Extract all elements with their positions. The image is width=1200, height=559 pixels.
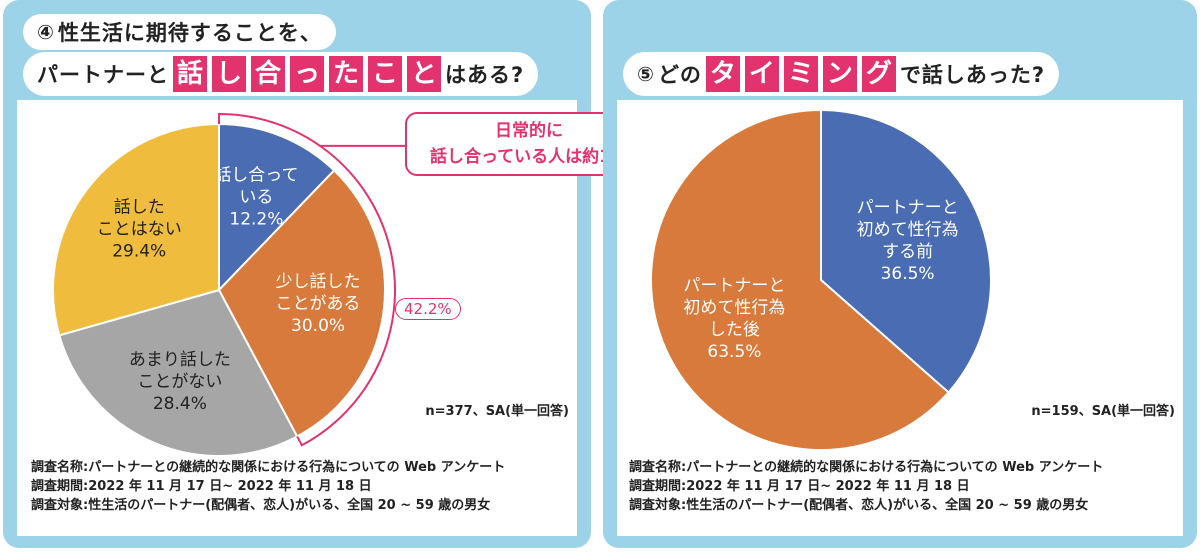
right-highlight-char: ン — [822, 56, 857, 92]
slice-label: する前 — [882, 242, 933, 262]
title-pre: パートナーと — [37, 63, 169, 87]
combined-percentage-badge: 42.2% — [395, 298, 461, 320]
pie-slice — [58, 288, 299, 457]
slice-label: 少し話した — [276, 272, 361, 292]
slice-label: ことがある — [276, 294, 361, 314]
survey-target: 調査対象:性生活のパートナー(配偶者、恋人)がいる、全国 20 ~ 59 歳の男… — [629, 498, 1089, 513]
slice-label: あまり話した — [129, 350, 231, 370]
slice-label: 初めて性行為 — [857, 220, 959, 240]
right-highlight-char: イ — [744, 56, 779, 92]
slice-label: した後 — [709, 320, 760, 340]
slice-percent-label: 12.2% — [229, 209, 283, 229]
left-highlight-char: っ — [290, 56, 324, 92]
left-chart-area: 話し合って いる 12.2% 少し話した ことがある 30.0% あまり話した ことがない 28… — [17, 100, 653, 536]
question-number: ⑤ — [637, 62, 654, 86]
title-text: 性生活に期待することを、 — [57, 21, 322, 45]
pie-slice — [650, 108, 950, 451]
left-highlight-char: こ — [368, 56, 402, 92]
slice-label: パートナーと — [683, 276, 785, 296]
survey-period: 調査期間:2022 年 11 月 17 日~ 2022 年 11 月 18 日 — [629, 479, 970, 494]
right-title: ⑤ どの タイミング で話しあった? — [623, 52, 1060, 96]
question-number: ④ — [37, 20, 54, 44]
slice-percent-label: 29.4% — [112, 242, 166, 262]
callout-line2: 話し合っている人は約1割 — [430, 147, 628, 167]
survey-info: 調査名称:パートナーとの継続的な関係における行為についての Web アンケート … — [31, 458, 505, 515]
survey-target: 調査対象:性生活のパートナー(配偶者、恋人)がいる、全国 20 ~ 59 歳の男… — [31, 498, 491, 513]
right-panel: ⑤ どの タイミング で話しあった? パートナーと 初めて性行為 する前 36.5% パ… — [603, 0, 1197, 548]
right-highlight-char: グ — [861, 56, 896, 92]
slice-label: 話し合って — [214, 165, 298, 185]
slice-label: 初めて性行為 — [683, 298, 785, 318]
slice-label: ことがない — [137, 372, 222, 392]
survey-period: 調査期間:2022 年 11 月 17 日~ 2022 年 11 月 18 日 — [31, 479, 372, 494]
left-highlight-char: 合 — [251, 56, 285, 92]
slice-label: パートナーと — [857, 198, 959, 218]
left-highlight-char: 話 — [173, 56, 207, 92]
left-highlight-char: た — [329, 56, 363, 92]
title-highlight: 話し合ったこと — [173, 56, 441, 92]
right-highlight-char: ミ — [783, 56, 818, 92]
left-highlight-char: し — [212, 56, 246, 92]
callout-line1: 日常的に — [495, 121, 563, 141]
left-title-line1: ④ 性生活に期待することを、 — [23, 14, 336, 50]
title-pre: どの — [657, 63, 702, 87]
sample-size-note: n=377、SA(単一回答) — [425, 404, 569, 419]
title-post: で話しあった? — [899, 63, 1046, 87]
left-panel: ④ 性生活に期待することを、 パートナーと 話し合ったこと はある? 話し合って… — [3, 0, 653, 548]
pie-slice — [820, 108, 992, 394]
right-chart-area: パートナーと 初めて性行為 する前 36.5% パートナーと 初めて性行為 した後 63.5%… — [617, 100, 1183, 536]
left-highlight-char: と — [407, 56, 441, 92]
pie-slice — [218, 122, 336, 293]
slice-percent-label: 28.4% — [153, 394, 207, 414]
slice-label: いる — [239, 187, 273, 207]
title-highlight: タイミング — [705, 56, 896, 92]
survey-info: 調査名称:パートナーとの継続的な関係における行為についての Web アンケート … — [629, 458, 1103, 515]
bracket-arc — [218, 112, 396, 447]
slice-percent-label: 63.5% — [707, 342, 761, 362]
slice-percent-label: 36.5% — [881, 264, 935, 284]
pie-slice — [217, 169, 386, 438]
survey-name: 調査名称:パートナーとの継続的な関係における行為についての Web アンケート — [629, 460, 1104, 475]
slice-percent-label: 30.0% — [291, 316, 345, 336]
pie-slice — [52, 122, 220, 337]
survey-name: 調査名称:パートナーとの継続的な関係における行為についての Web アンケート — [31, 460, 506, 475]
left-title-line2: パートナーと 話し合ったこと はある? — [23, 52, 539, 96]
slice-label: 話した — [114, 198, 165, 218]
slice-label: ことはない — [97, 220, 182, 240]
right-highlight-char: タ — [705, 56, 740, 92]
title-post: はある? — [445, 63, 525, 87]
sample-size-note: n=159、SA(単一回答) — [1031, 404, 1175, 419]
